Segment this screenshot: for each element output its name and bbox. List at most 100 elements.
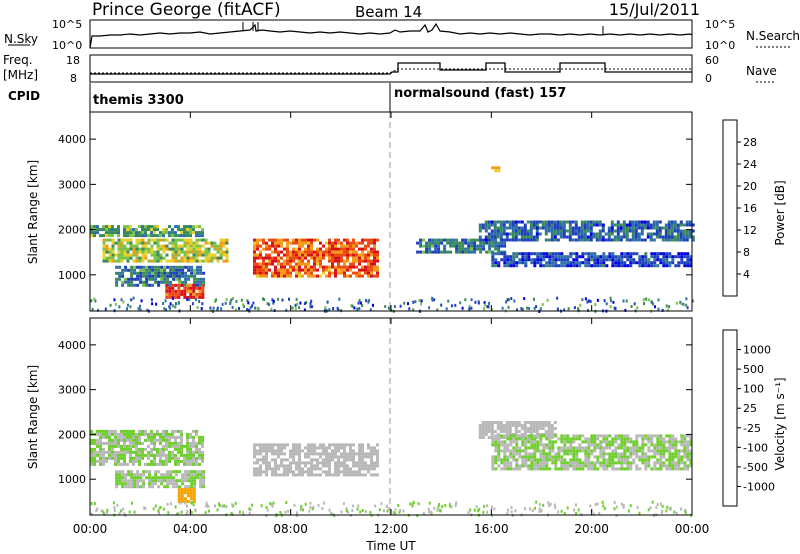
echo-cell — [676, 232, 680, 236]
echo-cell — [676, 223, 680, 227]
clutter-cell — [560, 509, 563, 513]
echo-cell — [180, 250, 184, 254]
echo-cell — [265, 467, 268, 471]
echo-cell — [189, 289, 193, 293]
echo-cell — [484, 430, 488, 433]
echo-cell — [376, 449, 379, 453]
echo-cell — [601, 238, 605, 242]
echo-cell — [496, 424, 500, 427]
echo-cell — [118, 271, 122, 275]
echo-cell — [373, 256, 376, 260]
echo-cell — [295, 449, 298, 453]
echo-cell — [216, 247, 220, 251]
echo-cell — [147, 250, 151, 254]
echo-cell — [259, 271, 262, 275]
clutter-cell — [242, 512, 245, 516]
echo-cell — [178, 277, 182, 281]
clutter-cell — [301, 508, 304, 512]
echo-cell — [616, 223, 620, 227]
echo-cell — [500, 458, 504, 462]
echo-cell — [644, 437, 648, 441]
echo-cell — [509, 455, 513, 459]
echo-cell — [96, 444, 99, 448]
clutter-cell — [384, 305, 387, 308]
echo-cell — [153, 441, 156, 445]
echo-cell — [177, 289, 181, 293]
echo-cell — [364, 265, 367, 269]
echo-cell — [118, 482, 122, 486]
echo-cell — [550, 235, 554, 239]
echo-cell — [202, 479, 206, 483]
clutter-cell — [477, 301, 480, 305]
echo-cell — [111, 441, 114, 445]
echo-cell — [683, 437, 687, 441]
echo-cell — [668, 434, 672, 438]
echo-cell — [142, 280, 146, 284]
echo-cell — [177, 283, 181, 287]
echo-cell — [541, 421, 545, 424]
echo-cell — [99, 441, 102, 445]
echo-cell — [129, 238, 133, 242]
echo-cell — [614, 261, 618, 265]
echo-cell — [683, 464, 687, 468]
echo-cell — [165, 231, 168, 235]
echo-cell — [148, 470, 152, 474]
clutter-cell — [483, 307, 485, 311]
echo-cell — [647, 437, 651, 441]
echo-cell — [683, 446, 687, 450]
echo-cell — [686, 443, 690, 447]
echo-cell — [163, 473, 167, 477]
echo-cell — [656, 443, 660, 447]
echo-cell — [620, 461, 624, 465]
echo-cell — [253, 253, 256, 257]
echo-cell — [108, 228, 111, 232]
echo-cell — [632, 446, 636, 450]
clutter-cell — [309, 501, 312, 505]
echo-cell — [355, 271, 358, 275]
echo-cell — [686, 255, 690, 259]
echo-cell — [497, 437, 501, 441]
echo-cell — [118, 274, 122, 278]
echo-cell — [557, 446, 561, 450]
echo-cell — [626, 467, 630, 471]
echo-cell — [180, 497, 184, 501]
echo-cell — [201, 435, 204, 439]
echo-cell — [361, 455, 364, 459]
echo-cell — [337, 241, 340, 245]
echo-cell — [253, 446, 256, 450]
echo-cell — [626, 434, 630, 438]
echo-cell — [527, 458, 531, 462]
clutter-cell — [516, 308, 518, 312]
echo-cell — [178, 280, 182, 284]
echo-cell — [102, 241, 106, 245]
echo-cell — [658, 226, 662, 230]
echo-cell — [689, 258, 693, 262]
echo-cell — [547, 223, 551, 227]
clutter-cell — [285, 501, 288, 504]
echo-cell — [213, 244, 217, 248]
echo-cell — [193, 482, 197, 486]
echo-cell — [169, 265, 173, 269]
clutter-cell — [661, 504, 664, 508]
echo-cell — [512, 434, 516, 438]
echo-cell — [280, 449, 283, 453]
echo-cell — [496, 421, 500, 424]
echo-cell — [337, 455, 340, 459]
echo-cell — [376, 458, 379, 462]
echo-cell — [201, 283, 205, 287]
echo-cell — [566, 440, 570, 444]
echo-cell — [180, 488, 184, 492]
echo-cell — [506, 449, 510, 453]
echo-cell — [515, 461, 519, 465]
echo-cell — [580, 238, 584, 242]
echo-cell — [370, 464, 373, 468]
echo-cell — [343, 262, 346, 266]
echo-cell — [514, 229, 518, 233]
echo-cell — [425, 244, 429, 248]
clutter-cell — [414, 300, 417, 304]
echo-cell — [171, 292, 175, 296]
echo-cell — [277, 241, 280, 245]
echo-cell — [187, 274, 191, 278]
echo-cell — [614, 455, 618, 459]
echo-cell — [494, 461, 498, 465]
